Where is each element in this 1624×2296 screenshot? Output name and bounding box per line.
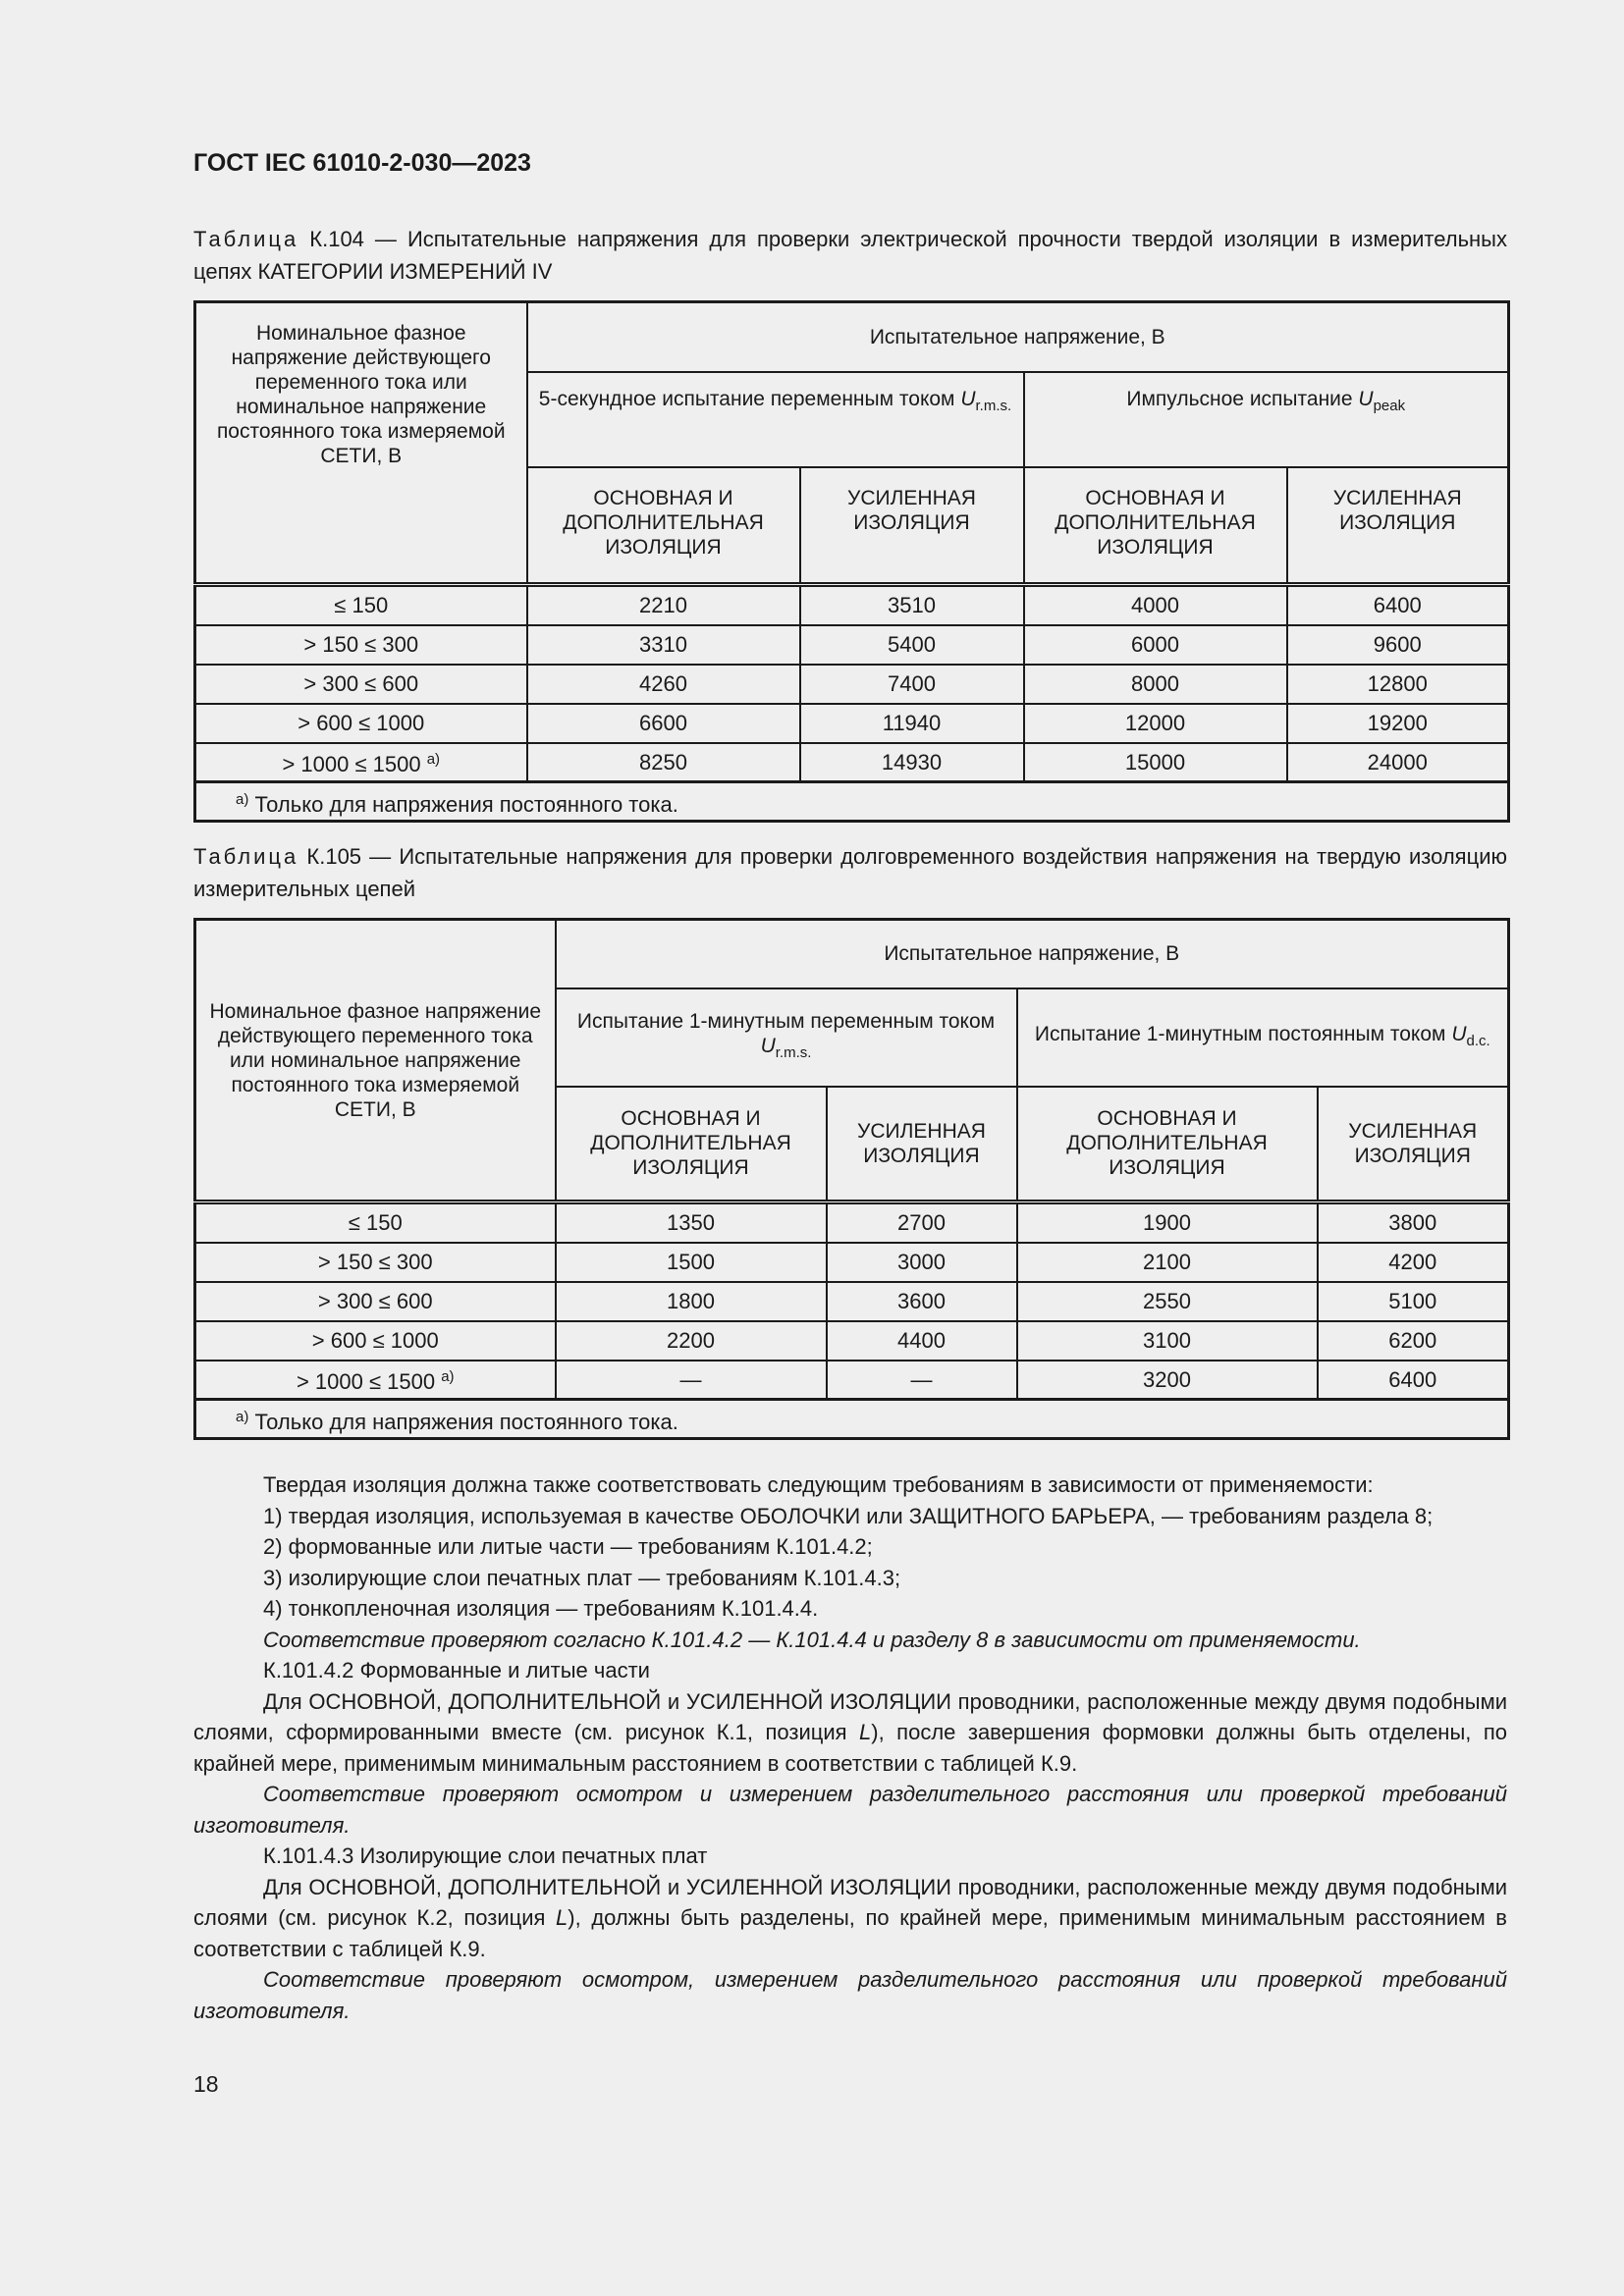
table-row: > 600 ≤ 1000 2200 4400 3100 6200 — [193, 1319, 1510, 1362]
col-basic: ОСНОВНАЯ И ДОПОЛНИТЕЛЬНАЯ ИЗОЛЯЦИЯ — [554, 1085, 828, 1203]
compliance-note: Соответствие проверяют согласно К.101.4.… — [263, 1627, 1361, 1652]
table-row: > 1000 ≤ 1500 a) — —3200 6400 — [193, 1359, 1510, 1401]
col-reinforced: УСИЛЕННАЯ ИЗОЛЯЦИЯ — [1316, 1085, 1510, 1203]
list-item: 4) тонкопленочная изоляция — требованиям… — [263, 1596, 819, 1621]
group-header: Испытательное напряжение, В — [554, 918, 1510, 989]
caption-text: К.104 — Испытательные напряжения для про… — [193, 227, 1507, 284]
table-row: ≤ 150 1350 2700 1900 3800 — [193, 1200, 1510, 1244]
table-row: > 300 ≤ 600 1800 3600 2550 5100 — [193, 1280, 1510, 1322]
table-k105-caption: Таблица К.105 — Испытательные напряжения… — [193, 840, 1507, 905]
section-heading: К.101.4.3 Изолирующие слои печатных плат — [263, 1843, 708, 1868]
table-row: > 600 ≤ 1000 6600 11940 12000 19200 — [193, 702, 1510, 744]
table-row: > 1000 ≤ 1500 a) 8250 14930 15000 24000 — [193, 741, 1510, 783]
compliance-note: Соответствие проверяют осмотром и измере… — [193, 1782, 1507, 1838]
subheader-ac: Испытание 1-минутным переменным током Ur… — [554, 987, 1018, 1088]
table-row: ≤ 150 2210 3510 4000 6400 — [193, 582, 1510, 626]
list-item: 1) твердая изоляция, используемая в каче… — [263, 1503, 1434, 1528]
col-reinforced: УСИЛЕННАЯ ИЗОЛЯЦИЯ — [1285, 465, 1510, 586]
paragraph: Для ОСНОВНОЙ, ДОПОЛНИТЕЛЬНОЙ и УСИЛЕННОЙ… — [193, 1874, 1507, 1961]
table-footnote: a) Только для напряжения постоянного ток… — [193, 1398, 1510, 1440]
row-header: Номинальное фазное напряжение действующе… — [193, 918, 557, 1203]
group-header: Испытательное напряжение, В — [525, 300, 1510, 373]
col-basic: ОСНОВНАЯ И ДОПОЛНИТЕЛЬНАЯ ИЗОЛЯЦИЯ — [1022, 465, 1288, 586]
table-footnote: a) Только для напряжения постоянного ток… — [193, 780, 1510, 823]
row-header: Номинальное фазное напряжение действующе… — [193, 300, 528, 586]
table-row: > 300 ≤ 600 4260 7400 8000 12800 — [193, 663, 1510, 705]
paragraph: Твердая изоляция должна также соответств… — [263, 1472, 1374, 1497]
col-basic: ОСНОВНАЯ И ДОПОЛНИТЕЛЬНАЯ ИЗОЛЯЦИЯ — [1015, 1085, 1319, 1203]
paragraph: Для ОСНОВНОЙ, ДОПОЛНИТЕЛЬНОЙ и УСИЛЕННОЙ… — [193, 1688, 1507, 1776]
table-k104: Номинальное фазное напряжение действующе… — [193, 300, 1511, 823]
col-reinforced: УСИЛЕННАЯ ИЗОЛЯЦИЯ — [798, 465, 1025, 586]
subheader-dc: Испытание 1-минутным постоянным током Ud… — [1015, 987, 1510, 1088]
col-basic: ОСНОВНАЯ И ДОПОЛНИТЕЛЬНАЯ ИЗОЛЯЦИЯ — [525, 465, 801, 586]
caption-label: Таблица — [193, 844, 299, 869]
table-row: > 150 ≤ 300 3310 5400 6000 9600 — [193, 623, 1510, 666]
body-text: Твердая изоляция должна также соответств… — [193, 1469, 1507, 2026]
caption-text: К.105 — Испытательные напряжения для про… — [193, 844, 1507, 901]
table-k105: Номинальное фазное напряжение действующе… — [193, 918, 1511, 1440]
document-header: ГОСТ IEC 61010-2-030—2023 — [193, 149, 531, 177]
list-item: 2) формованные или литые части — требова… — [263, 1534, 873, 1559]
section-heading: К.101.4.2 Формованные и литые части — [263, 1658, 650, 1682]
col-reinforced: УСИЛЕННАЯ ИЗОЛЯЦИЯ — [825, 1085, 1018, 1203]
table-row: > 150 ≤ 300 1500 3000 2100 4200 — [193, 1241, 1510, 1283]
table-k104-caption: Таблица К.104 — Испытательные напряжения… — [193, 223, 1507, 288]
list-item: 3) изолирующие слои печатных плат — треб… — [263, 1565, 901, 1590]
page-number: 18 — [193, 2071, 219, 2097]
subheader-impulse: Импульсное испытание Upeak — [1022, 370, 1510, 468]
subheader-ac: 5-секундное испытание переменным током U… — [525, 370, 1025, 468]
caption-label: Таблица — [193, 227, 299, 251]
compliance-note: Соответствие проверяют осмотром, измерен… — [193, 1967, 1507, 2023]
